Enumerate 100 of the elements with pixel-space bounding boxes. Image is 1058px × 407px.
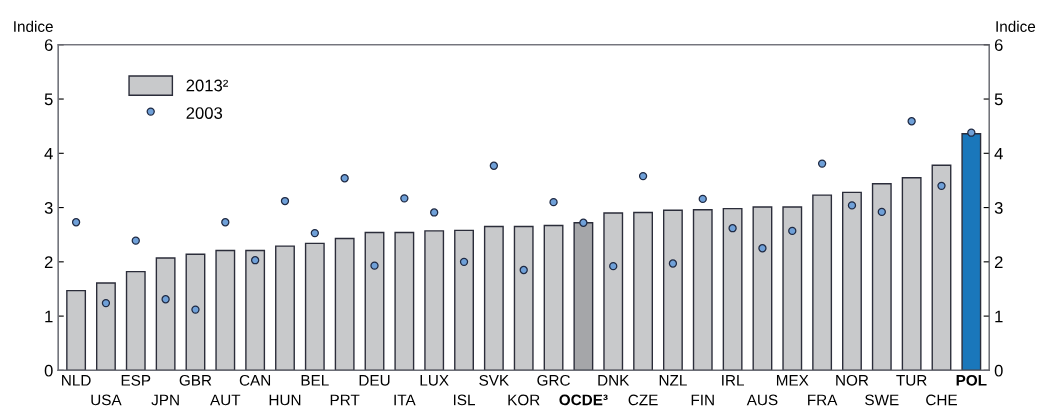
point (519, 265, 528, 275)
point (668, 259, 678, 268)
bar (931, 164, 952, 371)
point (579, 218, 588, 227)
y2-tick-label: 5 (994, 93, 1003, 106)
y-axis-title: Indice (14, 20, 53, 32)
bar (95, 282, 116, 371)
y2-tick-label: 2 (994, 256, 1003, 268)
legend-label: 2003 (186, 107, 223, 119)
bar (901, 177, 922, 371)
point (907, 117, 916, 126)
x-tick-label: FRA (808, 394, 838, 406)
y2-tick-label: 1 (995, 310, 1003, 323)
y-tick-label: 5 (44, 93, 53, 106)
point (788, 226, 797, 236)
y-tick-label: 1 (45, 310, 53, 323)
x-tick-label: DNK (598, 375, 630, 386)
x-tick-label: IRL (722, 375, 744, 386)
point (609, 262, 618, 271)
x-tick-label: NZL (659, 375, 687, 386)
x-tick-label: AUS (746, 394, 778, 406)
bar (812, 194, 833, 371)
bar (543, 224, 564, 371)
bar (304, 242, 325, 371)
bar (125, 270, 146, 371)
bar (334, 237, 355, 371)
point (758, 244, 767, 253)
x-tick-label: ESP (121, 374, 151, 386)
y-tick-label: 0 (44, 364, 53, 377)
bar (275, 245, 295, 371)
point (131, 236, 140, 245)
bar (66, 289, 87, 371)
bar (424, 230, 445, 371)
x-tick-label: CZE (628, 394, 658, 406)
bar (692, 209, 713, 371)
bar (752, 206, 773, 371)
x-tick-label: HUN (269, 394, 301, 406)
x-tick-label: OCDE³ (559, 394, 608, 406)
point (101, 298, 111, 308)
bar (513, 225, 534, 371)
y2-tick-label: 4 (994, 147, 1003, 160)
x-tick-label: ITA (394, 394, 416, 406)
point (459, 257, 469, 267)
point (310, 228, 319, 238)
x-tick-label: CAN (239, 374, 271, 386)
bar (245, 249, 266, 371)
x-tick-label: ISL (453, 394, 475, 406)
point (280, 196, 290, 206)
bar (871, 182, 892, 371)
bar (364, 231, 385, 371)
x-tick-label: CHE (926, 394, 957, 406)
bar (961, 133, 982, 371)
x-tick-label: SWE (865, 394, 899, 406)
bar (573, 222, 594, 371)
x-tick-label: AUT (210, 394, 241, 406)
x-tick-label: NLD (62, 375, 91, 386)
point (698, 194, 707, 204)
x-tick-label: JPN (151, 394, 179, 406)
bar (722, 207, 743, 371)
x-tick-label: MEX (776, 375, 809, 386)
bar (454, 229, 474, 371)
bar (185, 253, 206, 371)
point (71, 218, 81, 227)
point (161, 295, 170, 304)
x-tick-label: SVK (479, 374, 509, 386)
x-tick-label: GBR (179, 374, 212, 386)
x-tick-label: KOR (508, 394, 540, 406)
point (340, 174, 349, 183)
point (728, 224, 737, 233)
bar (394, 231, 415, 371)
point (370, 261, 379, 270)
bar (842, 191, 862, 371)
point (967, 128, 976, 137)
point (847, 201, 857, 210)
y2-axis-title: Indice (996, 20, 1036, 32)
x-tick-label: POL (956, 374, 987, 386)
point (250, 256, 260, 265)
bar (603, 212, 624, 371)
point (489, 161, 499, 170)
bar (662, 209, 683, 371)
point (937, 181, 946, 191)
legend-label: 2013² (186, 79, 229, 92)
y-tick-label: 4 (44, 147, 53, 160)
point (191, 305, 200, 314)
point (400, 194, 409, 203)
x-tick-label: USA (91, 394, 122, 406)
point (549, 197, 558, 207)
bar (155, 257, 176, 371)
bar (483, 225, 504, 371)
y2-tick-label: 0 (994, 364, 1003, 377)
bar (215, 249, 236, 371)
x-tick-label: FIN (691, 394, 714, 406)
y-tick-label: 3 (44, 201, 53, 214)
y-tick-label: 6 (44, 39, 53, 51)
x-tick-label: GRC (537, 374, 570, 386)
x-tick-label: TUR (896, 375, 927, 386)
x-tick-label: BEL (301, 375, 329, 386)
point (221, 218, 230, 227)
point (817, 159, 827, 168)
x-tick-label: NOR (836, 374, 869, 386)
